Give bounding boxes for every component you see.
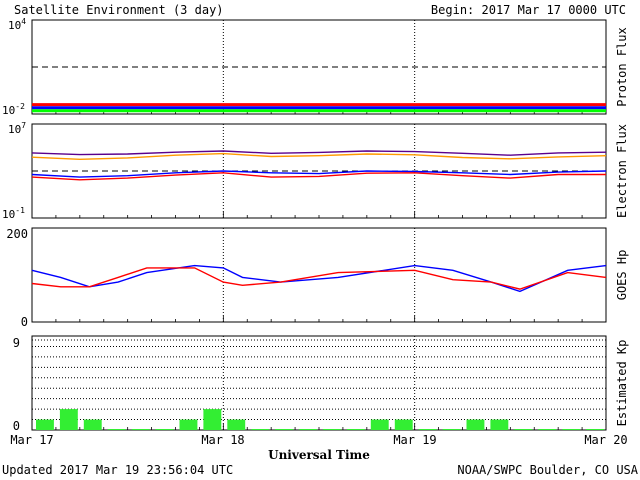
series-line-2-1	[31, 267, 607, 290]
goes-hp-label: GOES Hp	[615, 250, 629, 301]
electron-flux-label: Electron Flux	[615, 124, 629, 218]
x-tick-mar19: Mar 19	[393, 433, 436, 447]
credit-text: NOAA/SWPC Boulder, CO USA	[457, 463, 638, 477]
kp-bar	[490, 419, 509, 430]
goes-hp-panel	[31, 227, 607, 323]
kp-bar	[514, 429, 533, 430]
series-line-1-3	[31, 172, 606, 181]
kp-ymax-label: 9	[13, 336, 20, 350]
kp-bar	[155, 429, 174, 430]
updated-timestamp: Updated 2017 Mar 19 23:56:04 UTC	[2, 463, 233, 477]
proton-flux-panel	[31, 19, 607, 115]
proton-ymax-label: 104	[8, 17, 26, 32]
electron-ymax-label: 107	[8, 121, 26, 136]
x-tick-mar18: Mar 18	[201, 433, 244, 447]
series-line-1-2	[31, 170, 607, 178]
kp-bar	[227, 419, 246, 430]
estimated-kp-panel	[31, 335, 607, 431]
kp-bar	[59, 409, 78, 430]
x-tick-mar17: Mar 17	[10, 433, 53, 447]
kp-bar	[36, 419, 54, 430]
series-line-2-0	[31, 264, 607, 293]
series-line-1-1	[31, 152, 607, 161]
proton-flux-label: Proton Flux	[615, 27, 629, 106]
kp-bar	[586, 429, 604, 430]
kp-bar	[203, 409, 222, 430]
hp-ymax-label: 200	[6, 227, 28, 241]
plot-title: Satellite Environment (3 day)	[14, 3, 224, 17]
kp-bar	[418, 429, 437, 430]
kp-bar	[466, 419, 485, 430]
proton-ymin-label: 10-2	[2, 102, 25, 117]
series-line-1-0	[31, 150, 607, 156]
begin-date: Begin: 2017 Mar 17 0000 UTC	[431, 3, 626, 17]
kp-bar	[538, 429, 557, 430]
estimated-kp-label: Estimated Kp	[615, 340, 629, 427]
kp-bar	[275, 429, 294, 430]
kp-bar	[346, 429, 365, 430]
electron-flux-panel	[31, 123, 607, 219]
kp-bar	[442, 429, 461, 430]
kp-bar	[323, 429, 341, 430]
kp-bar	[179, 419, 198, 430]
kp-ymin-label: 0	[13, 419, 20, 433]
hp-ymin-label: 0	[21, 315, 28, 329]
kp-bar	[562, 429, 581, 430]
kp-bar	[370, 419, 389, 430]
kp-bar	[131, 429, 150, 430]
x-axis-label: Universal Time	[268, 448, 370, 462]
kp-bar	[107, 429, 126, 430]
x-tick-mar20: Mar 20	[584, 433, 627, 447]
kp-bar	[251, 429, 270, 430]
kp-bar	[299, 429, 317, 430]
kp-bar	[394, 419, 413, 430]
electron-ymin-label: 10-1	[2, 206, 25, 221]
kp-bar	[83, 419, 102, 430]
